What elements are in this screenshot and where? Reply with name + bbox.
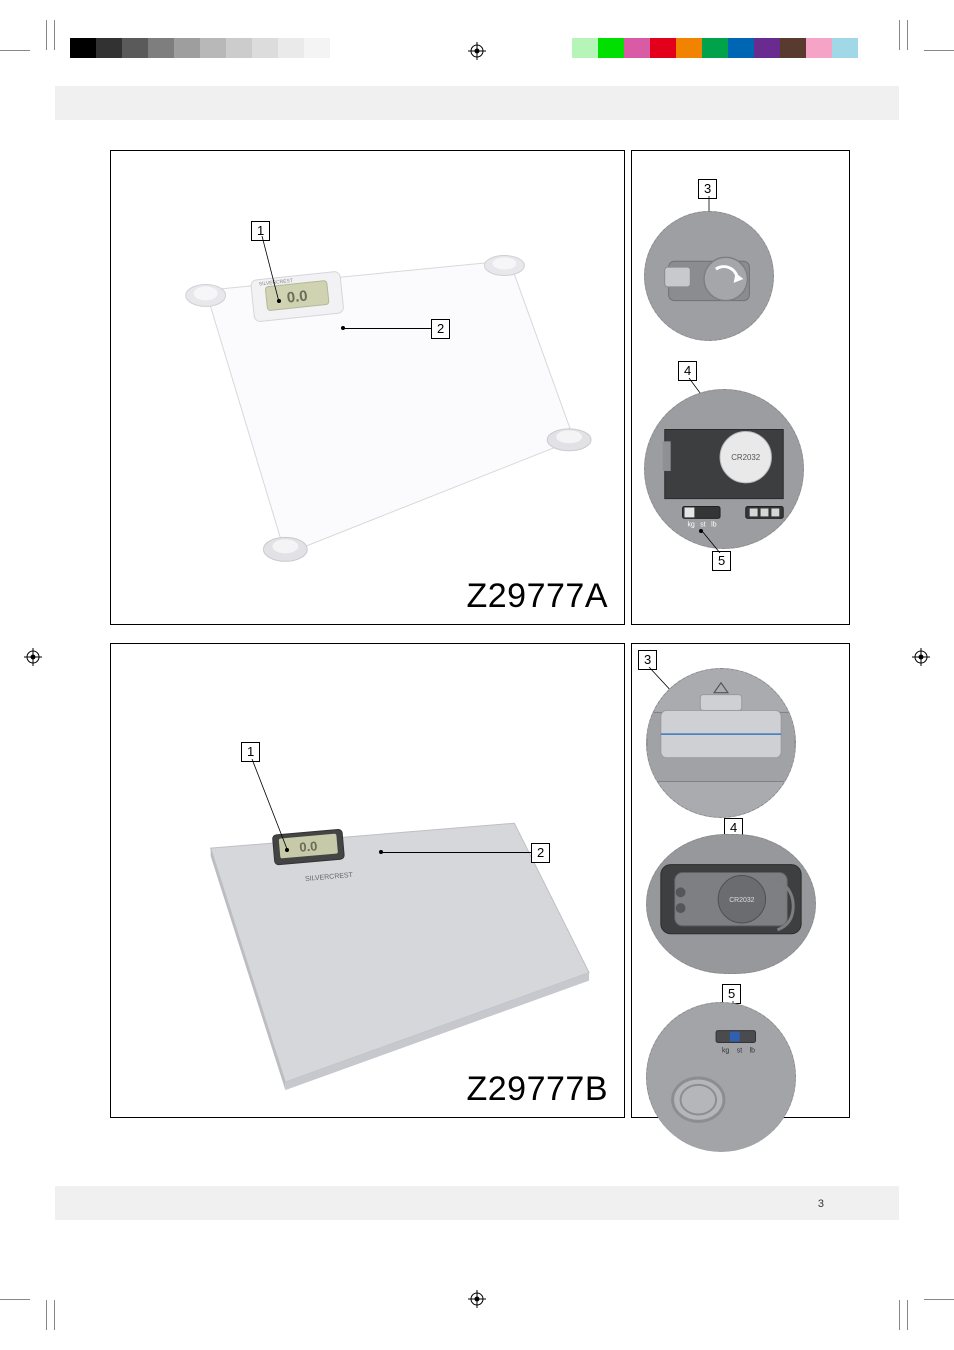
registration-mark-icon (468, 1290, 486, 1308)
leader-dot (341, 326, 345, 330)
leader-line (702, 531, 722, 553)
scale-a-illustration: 0.0 SILVERCREST (111, 151, 624, 624)
manual-page: 0.0 SILVERCREST 1 2 Z29777A 3 (0, 0, 954, 1350)
model-label-b: Z29777B (467, 1070, 609, 1109)
product-a-row: 0.0 SILVERCREST 1 2 Z29777A 3 (110, 150, 850, 625)
crop-mark (0, 1299, 30, 1300)
leader-line (381, 852, 531, 853)
print-colorbar-grey (70, 38, 356, 58)
product-a-side-panel: 3 4 (631, 150, 850, 625)
svg-text:CR2032: CR2032 (731, 453, 760, 462)
svg-text:0.0: 0.0 (299, 838, 318, 855)
footer-band (55, 1186, 899, 1220)
detail-3-battery-slot (644, 211, 774, 341)
callout-5: 5 (712, 551, 731, 571)
registration-mark-icon (24, 648, 42, 666)
product-b-row: 0.0 SILVERCREST 1 2 Z29777B 3 (110, 643, 850, 1118)
scale-b-illustration: 0.0 SILVERCREST (111, 644, 624, 1117)
leader-line (249, 759, 289, 849)
svg-text:CR2032: CR2032 (729, 897, 754, 904)
svg-text:kg: kg (722, 1047, 729, 1054)
crop-mark (46, 20, 47, 50)
crop-mark (899, 20, 900, 50)
callout-2: 2 (531, 843, 550, 863)
svg-text:st: st (737, 1047, 742, 1054)
diagram-content: 0.0 SILVERCREST 1 2 Z29777A 3 (110, 150, 850, 1160)
svg-text:0.0: 0.0 (286, 288, 308, 307)
detail-4-battery-compartment: CR2032 kg st lb (644, 389, 804, 549)
detail-5-unit-switch: kg st lb (646, 1002, 796, 1152)
crop-mark (907, 20, 908, 50)
leader-line (343, 328, 431, 329)
callout-2: 2 (431, 319, 450, 339)
svg-text:lb: lb (711, 521, 717, 528)
leader-line (259, 236, 284, 302)
svg-text:kg: kg (687, 521, 694, 528)
crop-mark (46, 1300, 47, 1330)
crop-mark (54, 20, 55, 50)
crop-mark (899, 1300, 900, 1330)
crop-mark (924, 1299, 954, 1300)
detail-3-battery-cover (646, 668, 796, 818)
header-band (55, 86, 899, 120)
print-colorbar-color (572, 38, 884, 58)
svg-text:lb: lb (750, 1047, 756, 1054)
crop-mark (907, 1300, 908, 1330)
leader-dot (699, 529, 703, 533)
registration-mark-icon (468, 42, 486, 60)
crop-mark (924, 50, 954, 51)
detail-4-battery-compartment: CR2032 (646, 834, 816, 974)
leader-dot (379, 850, 383, 854)
product-b-main-panel: 0.0 SILVERCREST 1 2 Z29777B (110, 643, 625, 1118)
svg-text:st: st (700, 521, 705, 528)
page-number: 3 (818, 1198, 824, 1210)
product-b-side-panel: 3 4 (631, 643, 850, 1118)
model-label-a: Z29777A (467, 577, 609, 616)
product-a-main-panel: 0.0 SILVERCREST 1 2 Z29777A (110, 150, 625, 625)
crop-mark (54, 1300, 55, 1330)
crop-mark (0, 50, 30, 51)
registration-mark-icon (912, 648, 930, 666)
leader-dot (285, 848, 289, 852)
